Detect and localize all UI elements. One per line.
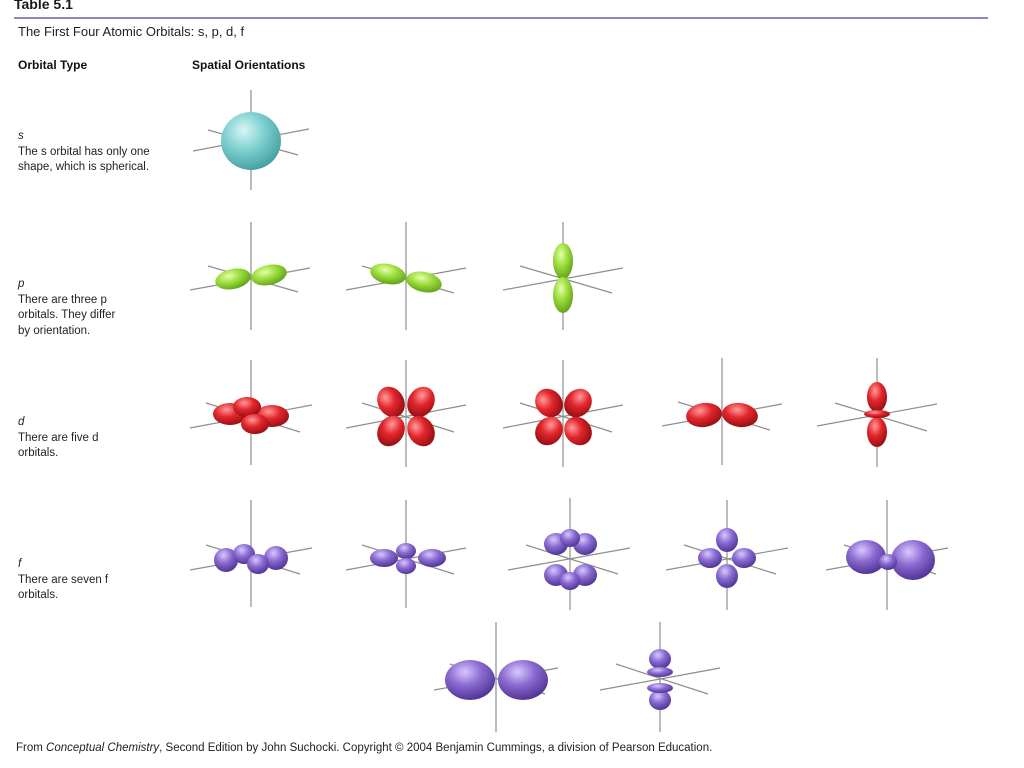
orbital-description: There are three p orbitals. They differ … xyxy=(18,293,116,337)
orbital-letter: s xyxy=(18,130,24,142)
orbital-description: There are five d orbitals. xyxy=(18,431,99,460)
title-rule xyxy=(14,17,988,19)
d-orbital-figure xyxy=(502,360,624,467)
orbital-description: The s orbital has only one shape, which … xyxy=(18,145,150,174)
orbital-letter: d xyxy=(18,416,25,428)
f-orbital-figure xyxy=(507,498,631,610)
row-label-p: p There are three p orbitals. They diffe… xyxy=(18,277,128,339)
row-label-d: d There are five d orbitals. xyxy=(18,415,118,462)
orbital-letter: f xyxy=(18,558,22,570)
f-orbital-figure xyxy=(189,500,313,607)
d-orbital-figure xyxy=(816,358,938,467)
orbital-letter: p xyxy=(18,278,25,290)
p-orbital-figure xyxy=(345,222,467,330)
p-orbital-figure xyxy=(502,222,624,330)
header-spatial-orientations: Spatial Orientations xyxy=(192,58,306,72)
credit-suffix: , Second Edition by John Suchocki. Copyr… xyxy=(159,742,713,754)
table-title: The First Four Atomic Orbitals: s, p, d,… xyxy=(18,24,245,39)
f-orbital-figure xyxy=(599,622,721,732)
f-orbital-figure xyxy=(665,500,789,610)
row-label-f: f There are seven f orbitals. xyxy=(18,557,118,604)
orbital-description: There are seven f orbitals. xyxy=(18,573,109,602)
orbital-figures xyxy=(189,90,949,732)
f-orbital-figure xyxy=(433,622,559,732)
p-orbital-figure xyxy=(189,222,311,330)
credit-book-title: Conceptual Chemistry xyxy=(46,742,160,754)
d-orbital-figure xyxy=(661,358,783,465)
credit-prefix: From xyxy=(16,742,47,754)
f-orbital-figure xyxy=(345,500,467,608)
d-orbital-figure xyxy=(189,360,313,465)
s-orbital-figure xyxy=(192,90,310,190)
d-orbital-figure xyxy=(345,360,467,467)
table-label: Table 5.1 xyxy=(14,0,73,12)
f-orbital-figure xyxy=(825,500,949,610)
row-label-s: s The s orbital has only one shape, whic… xyxy=(18,129,158,176)
header-orbital-type: Orbital Type xyxy=(18,58,88,72)
source-credit: From Conceptual Chemistry, Second Editio… xyxy=(16,742,712,754)
